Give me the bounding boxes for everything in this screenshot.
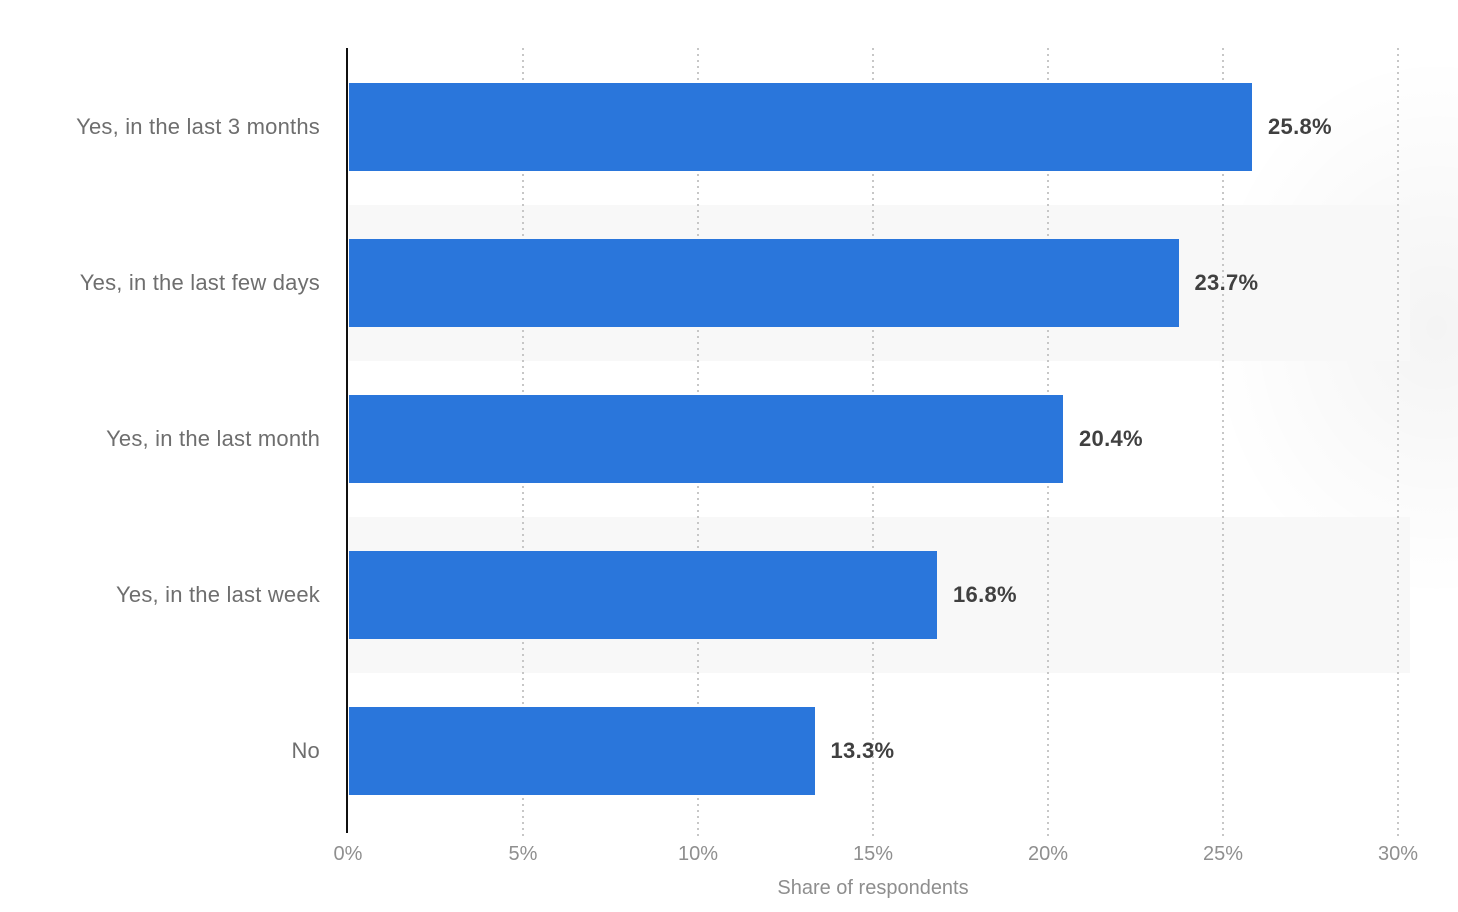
gridline (1222, 48, 1224, 836)
value-label: 16.8% (953, 582, 1017, 607)
bar[interactable] (349, 83, 1252, 171)
x-tick-label: 25% (1202, 843, 1244, 865)
x-tick-label: 5% (508, 843, 538, 865)
x-tick-label: 0% (333, 843, 363, 865)
value-label: 13.3% (830, 738, 895, 763)
x-tick-label: 15% (852, 843, 894, 865)
x-tick-label: 20% (1027, 843, 1069, 865)
category-label: Yes, in the last week (116, 582, 320, 607)
x-axis-title: Share of respondents (777, 877, 969, 899)
bar[interactable] (349, 239, 1179, 327)
category-label: Yes, in the last month (106, 426, 320, 451)
value-label: 25.8% (1268, 114, 1332, 139)
y-axis-line (346, 48, 348, 833)
bar[interactable] (349, 395, 1063, 483)
value-label: 20.4% (1079, 426, 1143, 451)
category-label: Yes, in the last few days (79, 270, 320, 295)
x-tick-label: 30% (1377, 843, 1419, 865)
x-tick-label: 10% (677, 843, 719, 865)
category-label: Yes, in the last 3 months (76, 114, 320, 139)
category-label: No (291, 738, 320, 763)
bar[interactable] (349, 551, 937, 639)
gridline (1397, 48, 1399, 836)
bar[interactable] (349, 707, 815, 795)
value-label: 23.7% (1194, 270, 1259, 295)
